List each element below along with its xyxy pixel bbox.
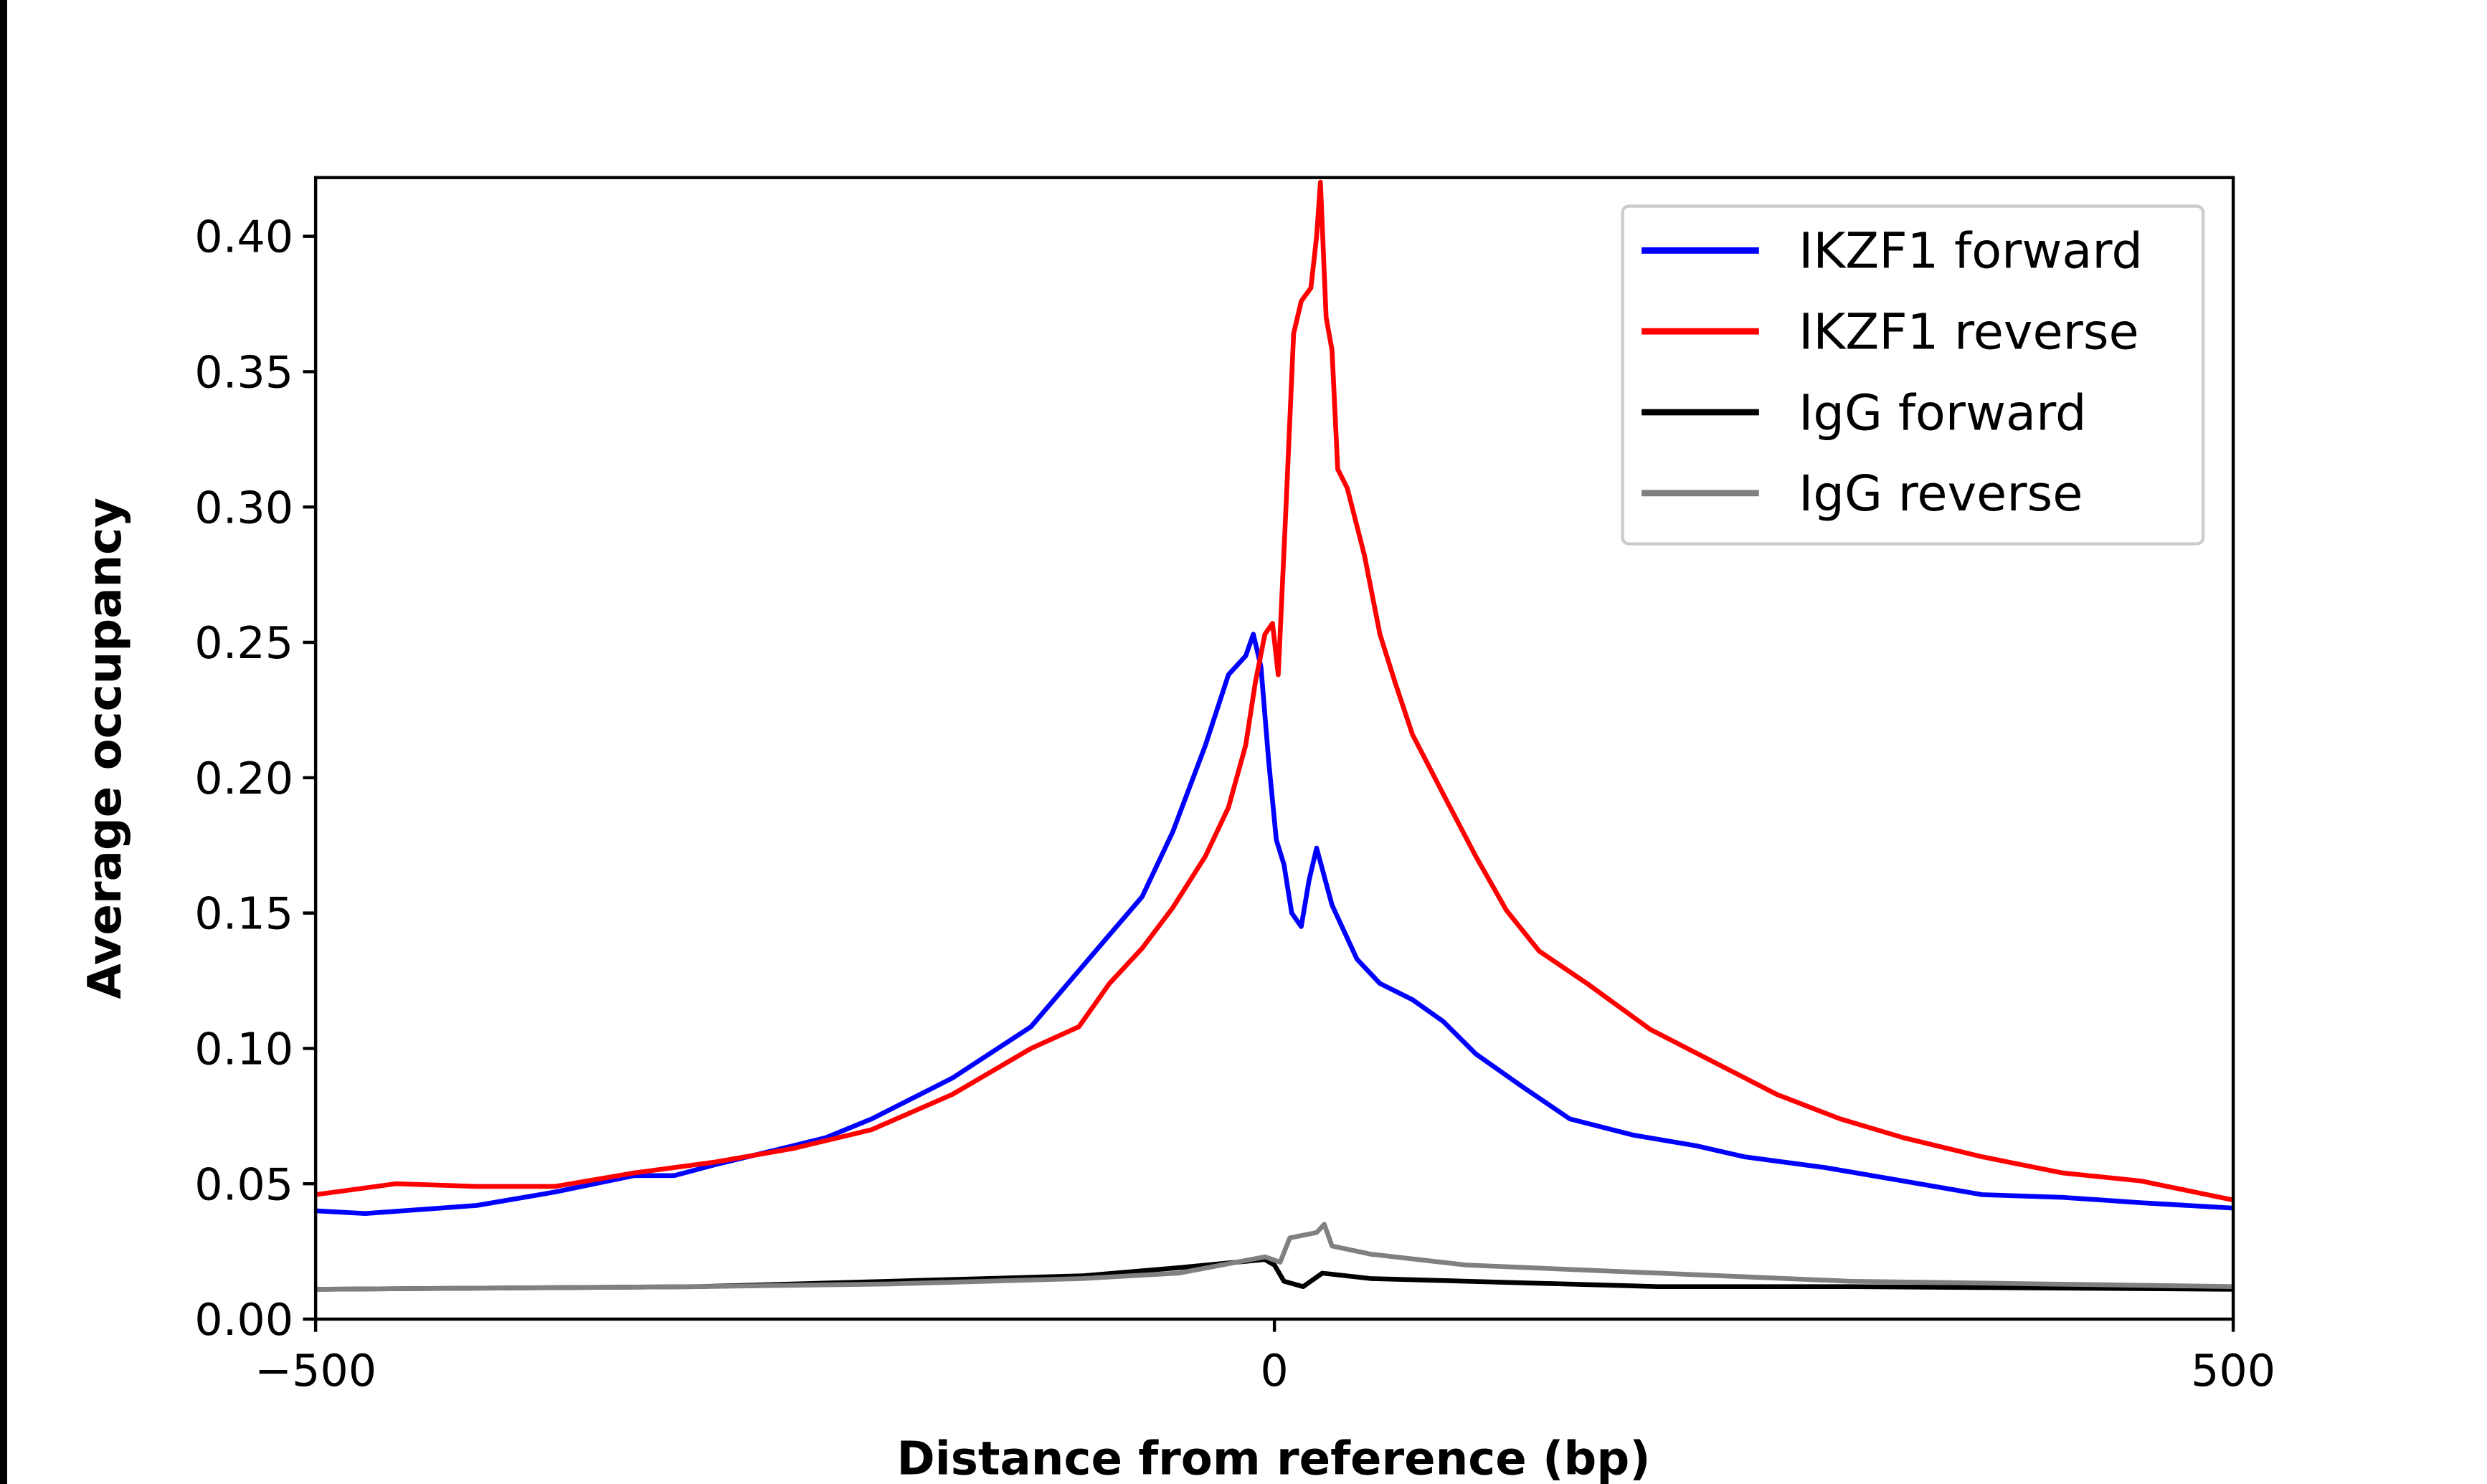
y-tick-label: 0.20 [194, 753, 293, 804]
image-border [0, 0, 7, 1484]
series-layer [315, 179, 2234, 1292]
legend-box [1621, 204, 2205, 546]
y-tick-label: 0.05 [194, 1159, 293, 1210]
legend-label: IKZF1 reverse [1799, 304, 2139, 361]
x-tick-label: 500 [2191, 1345, 2275, 1397]
ticks-layer: −500 0 500 0.00 0.05 0.10 0.15 0.20 0.25 0.30 0.35… [194, 211, 2275, 1397]
series-line-ikzf1-forward [315, 632, 2234, 1217]
y-tick-label: 0.15 [194, 888, 293, 940]
y-axis-label: Average occupancy [78, 498, 132, 999]
x-tick-label: 0 [1260, 1345, 1288, 1397]
legend-label: IgG reverse [1799, 465, 2083, 523]
y-tick-label: 0.30 [194, 482, 293, 533]
series-line-ikzf1-reverse [315, 179, 2234, 1203]
y-tick-label: 0.35 [194, 347, 293, 399]
series-line-igg-reverse [316, 1222, 2234, 1292]
x-axis-label: Distance from reference (bp) [896, 1432, 1650, 1484]
y-tick-label: 0.25 [194, 617, 293, 669]
legend-label: IKZF1 forward [1799, 223, 2143, 280]
legend: IKZF1 forward IKZF1 reverse IgG forward IgG… [1621, 204, 2205, 546]
x-tick-label: −500 [255, 1345, 376, 1397]
y-tick-label: 0.40 [194, 211, 293, 263]
y-tick-label: 0.10 [194, 1024, 293, 1075]
series-line-igg-forward [316, 1257, 2234, 1292]
legend-label: IgG forward [1799, 384, 2086, 442]
y-tick-label: 0.00 [194, 1294, 293, 1346]
